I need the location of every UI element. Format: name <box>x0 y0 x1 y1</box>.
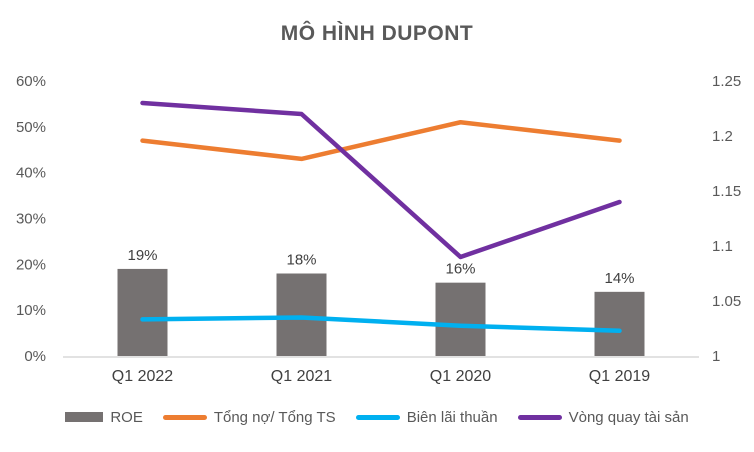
legend-label-bien-lai-thuan: Biên lãi thuần <box>406 408 498 426</box>
left-axis-tick: 10% <box>16 302 46 319</box>
legend-label-roe: ROE <box>110 408 143 426</box>
right-axis-tick: 1.25 <box>712 73 741 90</box>
bar-roe <box>594 291 645 356</box>
legend-label-vong-quay-tai-san: Vòng quay tài sản <box>568 408 689 426</box>
legend-item-tong-no-tong-ts: Tổng nợ/ Tổng TS <box>162 408 336 426</box>
left-axis-tick: 20% <box>16 256 46 273</box>
legend-item-roe: ROE <box>65 409 143 426</box>
x-axis-label: Q1 2021 <box>271 368 332 385</box>
legend: ROE Tổng nợ/ Tổng TS Biên lãi thuần Vòng… <box>0 402 754 432</box>
line-vong-quay-tai-san <box>140 100 622 260</box>
right-axis-tick: 1.05 <box>712 293 741 310</box>
x-axis-label: Q1 2022 <box>112 368 173 385</box>
chart-canvas: 0% 10% 20% 30% 40% 50% 60% 1 1.05 1.1 1.15 1.2 1.25 Q… <box>16 73 741 385</box>
legend-item-bien-lai-thuan: Biên lãi thuần <box>355 408 498 426</box>
legend-label-tong-no-tong-ts: Tổng nợ/ Tổng TS <box>213 408 336 426</box>
left-axis-tick: 40% <box>16 165 46 182</box>
left-axis-tick: 60% <box>16 73 46 90</box>
legend-swatch-roe <box>65 412 104 422</box>
line-tong-no-tong-ts <box>140 120 622 162</box>
bar-data-label: 18% <box>286 252 316 269</box>
right-axis-tick: 1.1 <box>712 238 733 255</box>
left-axis-tick: 0% <box>24 348 46 365</box>
bar-roe <box>276 273 327 356</box>
left-axis-tick: 50% <box>16 119 46 136</box>
x-axis-label: Q1 2020 <box>430 368 491 385</box>
legend-swatch-bien-lai-thuan <box>355 414 400 420</box>
bar-roe <box>117 268 168 356</box>
legend-swatch-tong-no-tong-ts <box>162 414 207 420</box>
bar-data-label: 16% <box>445 261 475 278</box>
left-axis-tick: 30% <box>16 211 46 228</box>
legend-item-vong-quay-tai-san: Vòng quay tài sản <box>517 408 689 426</box>
line-bien-lai-thuan <box>140 315 622 334</box>
right-axis-tick: 1.2 <box>712 128 733 145</box>
chart-title: MÔ HÌNH DUPONT <box>280 22 474 45</box>
bar-data-label: 14% <box>604 270 634 287</box>
right-axis-tick: 1 <box>712 348 720 365</box>
right-axis-tick: 1.15 <box>712 183 741 200</box>
bar-data-label: 19% <box>127 247 157 264</box>
bar-roe <box>435 282 486 356</box>
legend-swatch-vong-quay-tai-san <box>517 414 562 420</box>
x-axis-label: Q1 2019 <box>589 368 650 385</box>
